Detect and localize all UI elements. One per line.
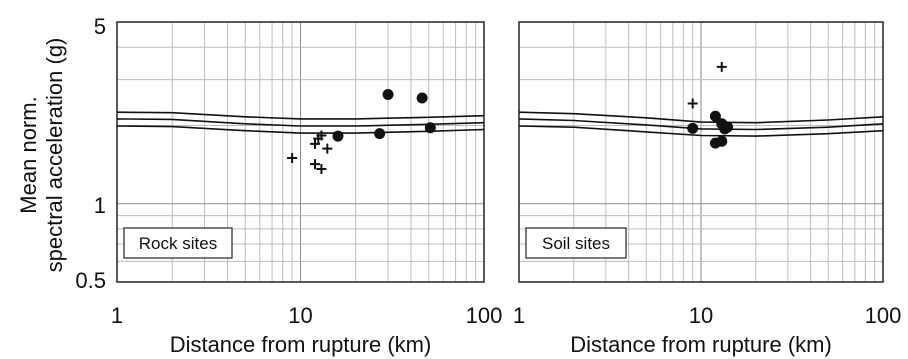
- y-axis-title-line2: spectral acceleration (g): [42, 38, 67, 273]
- plus-marker: [310, 159, 321, 170]
- grid: [519, 22, 883, 282]
- plus-marker: [310, 138, 321, 149]
- circle-marker: [416, 92, 428, 104]
- panel-label-box: Soil sites: [525, 227, 627, 259]
- x-axis-title: Distance from rupture (km): [570, 332, 832, 357]
- panel-label-box: Rock sites: [123, 227, 233, 259]
- circle-marker: [687, 122, 699, 134]
- x-tick-label-1: 1: [513, 303, 525, 328]
- circle-marker: [332, 130, 344, 142]
- plus-marker: [716, 61, 727, 72]
- plus-marker: [322, 143, 333, 154]
- prediction-curve: [518, 111, 884, 124]
- prediction-curve: [518, 118, 884, 131]
- x-tick-label-1: 1: [111, 303, 123, 328]
- circle-marker: [722, 121, 734, 133]
- y-axis-title: Mean norm. spectral acceleration (g): [16, 38, 67, 273]
- x-tick-label-10: 10: [288, 303, 312, 328]
- y-axis-title-line1: Mean norm.: [16, 96, 41, 213]
- x-tick-label-100: 100: [865, 303, 902, 328]
- prediction-curve: [116, 111, 485, 120]
- y-tick-labels: 5 1 0.5: [75, 14, 106, 293]
- plot-frame: [518, 21, 884, 283]
- grid: [117, 22, 484, 282]
- y-tick-label-0.5: 0.5: [75, 268, 106, 293]
- x-axis-title: Distance from rupture (km): [170, 332, 432, 357]
- panel-label-frame: [525, 227, 627, 259]
- rock-sites-panel: Rock sites 1 10 100 Distance from rupture (k…: [111, 21, 503, 357]
- plus-marker: [287, 152, 298, 163]
- plot-frame: [116, 21, 485, 283]
- y-tick-label-5: 5: [94, 14, 106, 39]
- panel-label-frame: [123, 227, 233, 259]
- circle-marker: [424, 122, 436, 134]
- y-tick-label-1: 1: [94, 193, 106, 218]
- circle-marker: [382, 89, 394, 101]
- plus-marker: [316, 130, 327, 141]
- prediction-curve: [518, 125, 884, 137]
- panel-label: Soil sites: [542, 234, 610, 253]
- circle-marker: [709, 110, 721, 122]
- circle-marker: [374, 128, 386, 140]
- x-tick-label-10: 10: [689, 303, 713, 328]
- circle-marker: [716, 135, 728, 147]
- soil-sites-panel: Soil sites 1 10 100 Distance from rupture (k…: [513, 21, 902, 357]
- plus-marker: [687, 98, 698, 109]
- x-tick-label-100: 100: [466, 303, 503, 328]
- plus-marker: [316, 164, 327, 175]
- panel-label: Rock sites: [139, 234, 217, 253]
